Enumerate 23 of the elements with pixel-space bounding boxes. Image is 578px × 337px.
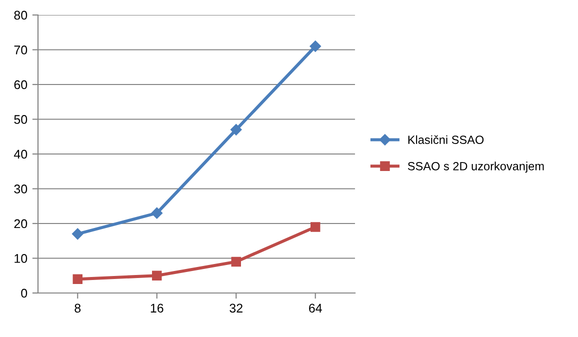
- point: [72, 228, 84, 240]
- point: [151, 207, 162, 219]
- y-tick-label: 80: [14, 10, 28, 20]
- x-tick-label: 32: [230, 304, 242, 313]
- x-tick-label: 16: [150, 304, 164, 313]
- y-tick-label: 50: [14, 115, 28, 124]
- point: [152, 270, 162, 280]
- y-tick-label: 0: [21, 288, 28, 298]
- y-tick-label: 30: [14, 184, 28, 194]
- legend-label: SSAO s 2D uzorkovanjem: [408, 162, 544, 173]
- x-tick-label: 64: [309, 304, 322, 313]
- x-tick-label: 8: [74, 304, 81, 313]
- point: [310, 40, 321, 52]
- legend-label: Klasični SSAO: [408, 135, 484, 144]
- y-tick-label: 10: [14, 254, 28, 263]
- point: [72, 274, 82, 284]
- y-tick-label: 60: [14, 80, 28, 90]
- y-tick-label: 70: [14, 46, 28, 54]
- point: [231, 256, 241, 267]
- y-tick-label: 40: [14, 150, 28, 159]
- point: [310, 222, 320, 232]
- point: [230, 124, 242, 136]
- y-tick-label: 20: [14, 219, 28, 228]
